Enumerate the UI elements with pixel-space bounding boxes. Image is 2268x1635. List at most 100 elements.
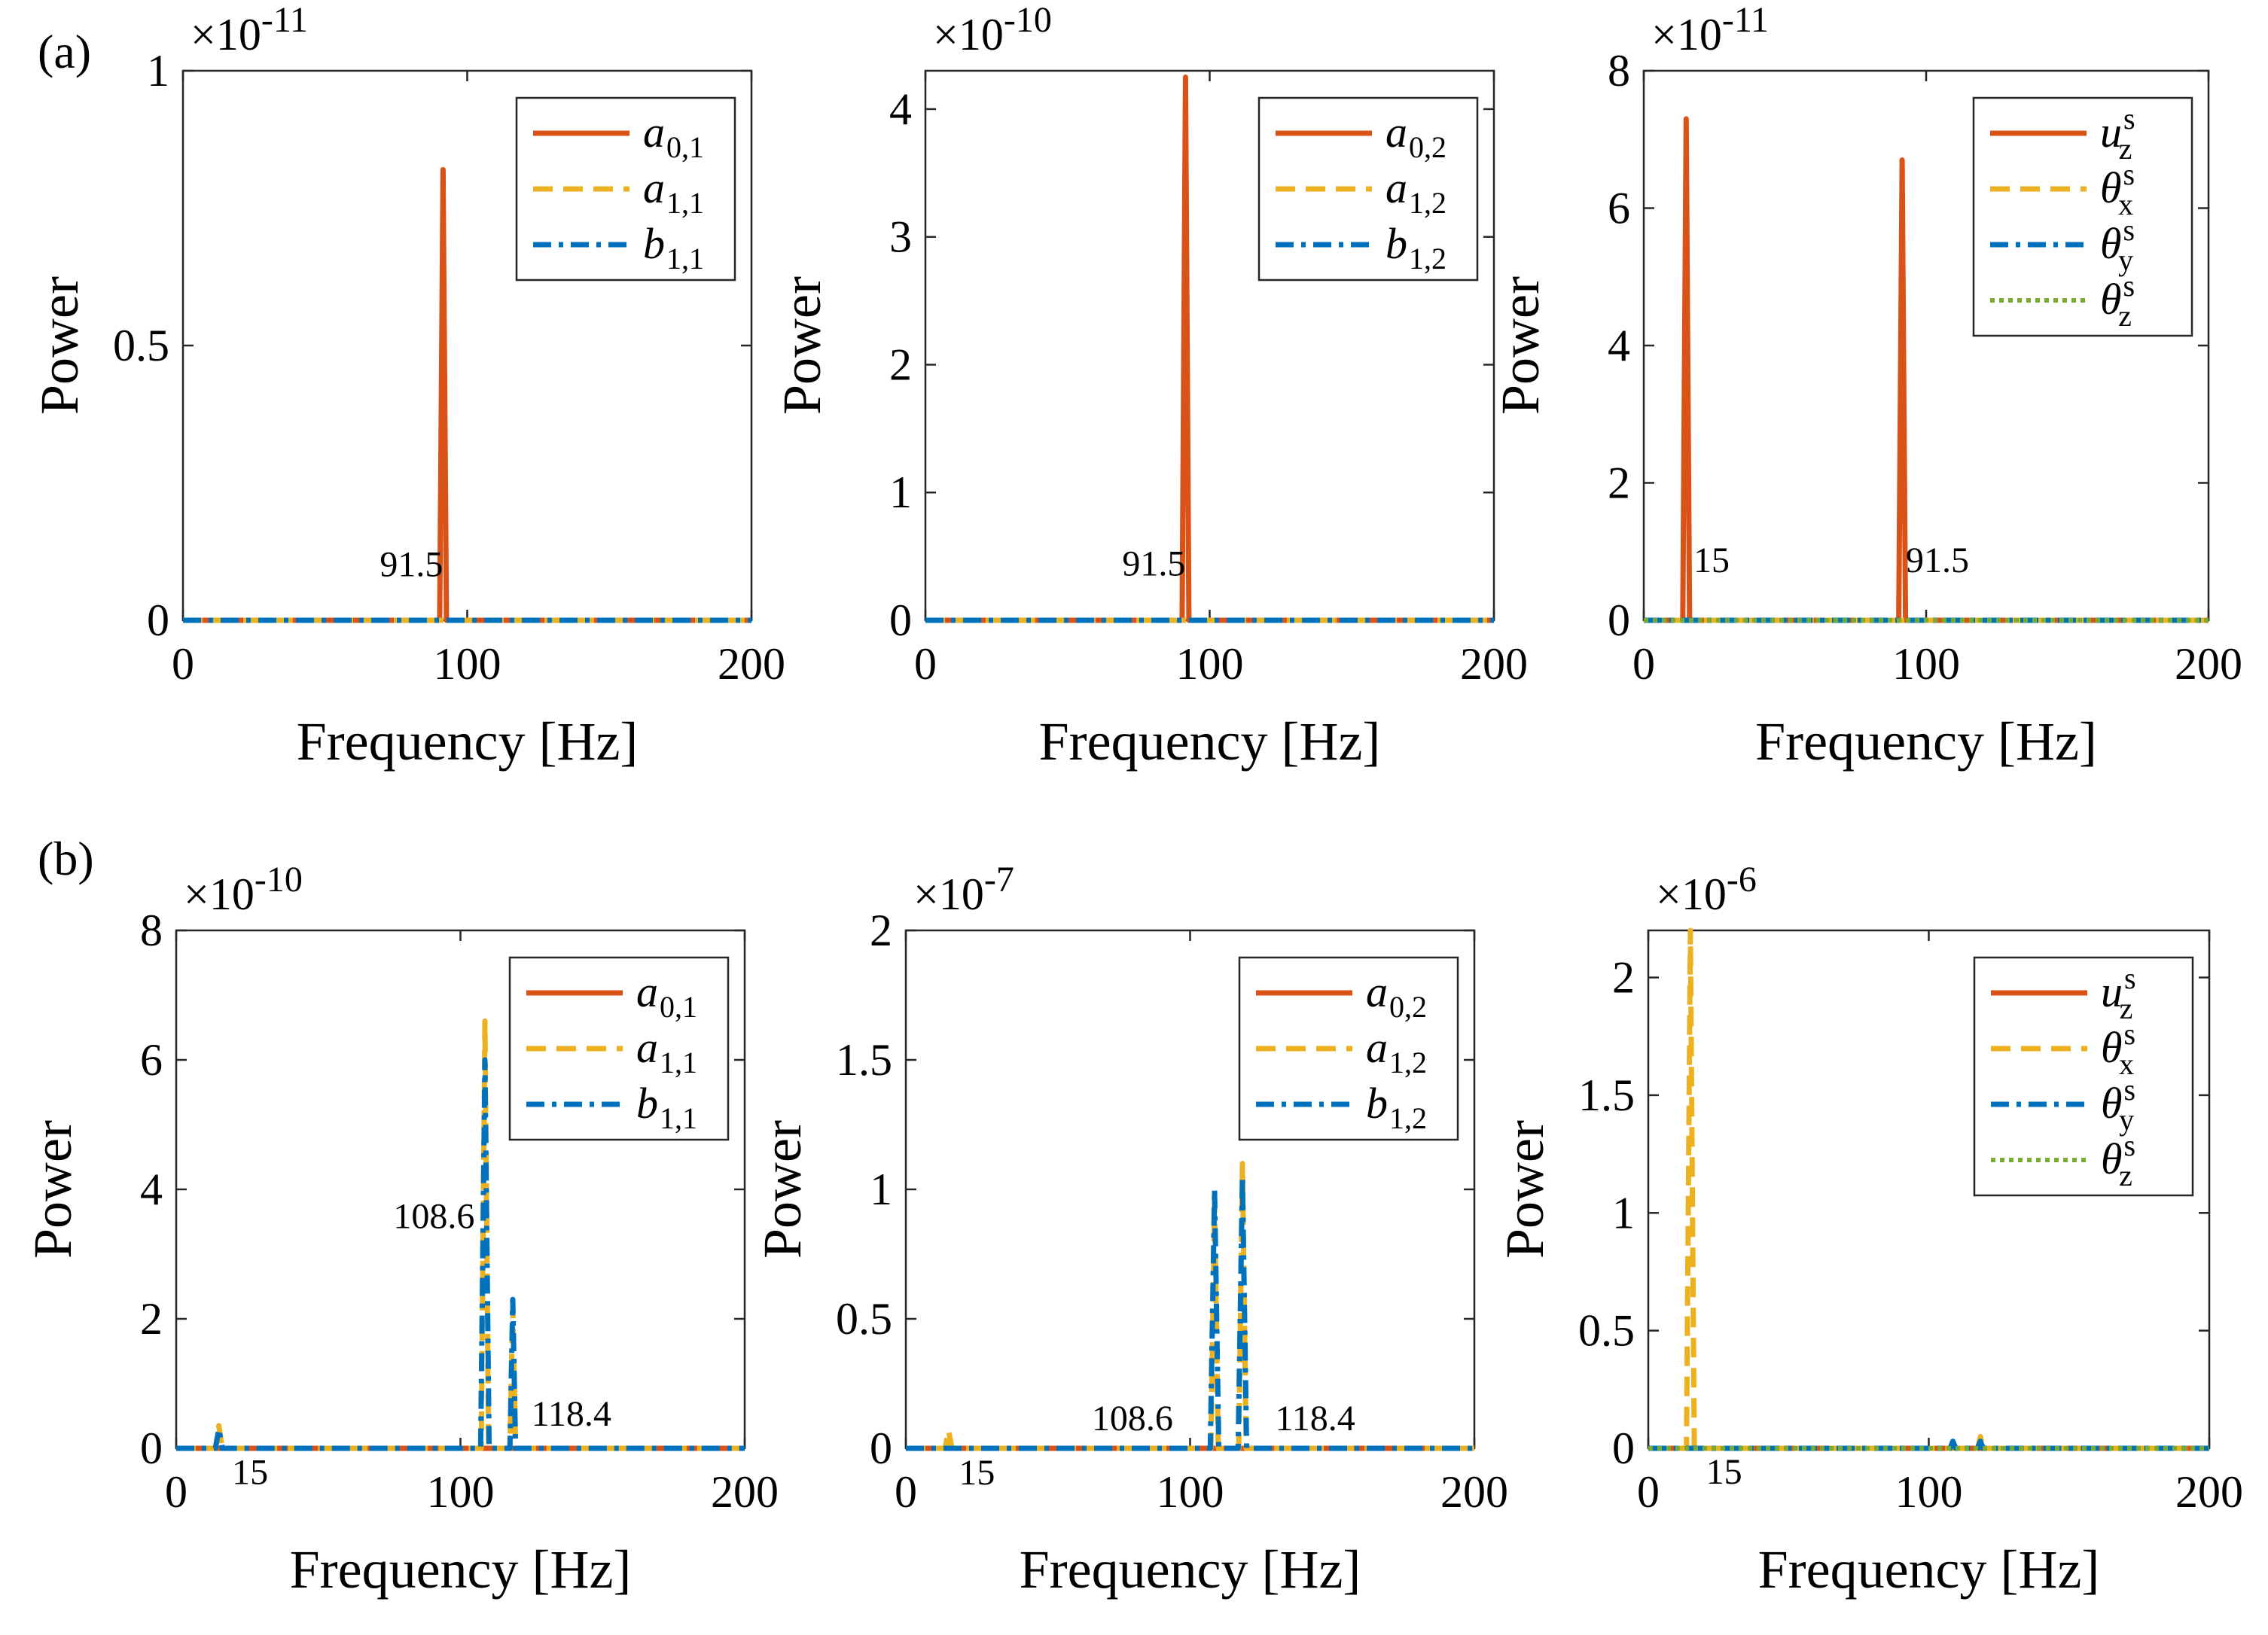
series-layer: [176, 1018, 745, 1451]
legend: a0,1a1,1b1,1: [508, 956, 730, 1141]
x-tick-label: 200: [2175, 1467, 2243, 1517]
legend-label-1: θs x: [2101, 1017, 2135, 1081]
legend-symbol: θ: [2100, 163, 2122, 212]
y-tick-label: 3: [889, 212, 912, 262]
legend-subscript: 0,2: [1409, 130, 1446, 164]
x-axis-label: Frequency [Hz]: [290, 1539, 632, 1600]
legend-superscript: s: [2123, 269, 2135, 303]
legend-subscript: 1,1: [660, 1046, 697, 1079]
y-tick-label: 6: [140, 1035, 163, 1085]
legend-subscript: 1,2: [1389, 1046, 1427, 1079]
y-tick-label: 1: [870, 1165, 892, 1214]
x-axis-label: Frequency [Hz]: [1755, 711, 2097, 772]
y-tick-label: 6: [1608, 184, 1630, 233]
legend-superscript: s: [2123, 157, 2135, 191]
x-tick-label: 0: [1632, 639, 1655, 689]
series-layer: [925, 75, 1494, 623]
legend-subscript: 0,1: [666, 130, 704, 164]
y-tick-label: 0: [1612, 1423, 1635, 1473]
legend-symbol: a: [1366, 967, 1388, 1016]
y-axis-label: Power: [1495, 1120, 1555, 1259]
legend-symbol: a: [636, 1023, 658, 1072]
y-tick-label: 0: [870, 1423, 892, 1473]
legend-symbol: u: [2101, 967, 2123, 1016]
axis-multiplier: ×10-10: [933, 0, 1052, 59]
x-tick-label: 100: [434, 639, 501, 689]
legend-subscript: z: [2120, 991, 2133, 1025]
peak-annotation: 108.6: [393, 1197, 474, 1237]
legend-superscript: s: [2124, 1017, 2136, 1051]
legend-label-0: a0,2: [1366, 967, 1427, 1024]
multiplier-base: ×10: [1656, 869, 1727, 919]
x-tick-label: 0: [895, 1467, 917, 1517]
panel-label-a: (a): [38, 25, 91, 78]
legend-subscript: 1,2: [1409, 186, 1446, 220]
y-tick-label: 2: [889, 339, 912, 389]
y-tick-label: 1.5: [1578, 1070, 1635, 1120]
multiplier-base: ×10: [191, 10, 261, 59]
x-tick-label: 100: [1895, 1467, 1963, 1517]
legend-label-3: θs z: [2101, 1128, 2135, 1192]
legend-label-3: θs z: [2100, 269, 2135, 333]
y-axis-label: Power: [23, 1120, 83, 1259]
legend-box: [1972, 96, 2193, 337]
x-tick-label: 100: [1157, 1467, 1224, 1517]
x-tick-label: 200: [718, 639, 785, 689]
multiplier-base: ×10: [933, 10, 1004, 59]
legend-symbol: θ: [2101, 1134, 2123, 1183]
legend-symbol: u: [2100, 108, 2122, 157]
y-tick-label: 0: [140, 1423, 163, 1473]
x-tick-label: 0: [165, 1467, 187, 1517]
legend-subscript: x: [2118, 187, 2133, 221]
y-tick-label: 0.5: [1578, 1306, 1635, 1356]
legend-label-2: b1,1: [643, 219, 704, 276]
y-tick-label: 0: [889, 595, 912, 645]
legend-symbol: θ: [2101, 1079, 2123, 1128]
axis-multiplier: ×10-11: [191, 0, 308, 59]
legend-label-0: us z: [2100, 102, 2135, 166]
legend-symbol: b: [1385, 219, 1407, 268]
chart-b-2: 0 100 200 0 0.5 1 1.5 2 Frequency [Hz] Power ×10-7…: [752, 860, 1508, 1600]
legend-label-2: b1,1: [636, 1079, 697, 1135]
legend-box: [1973, 956, 2194, 1197]
x-tick-label: 100: [1892, 639, 1960, 689]
legend: a0,2a1,2b1,2: [1238, 956, 1459, 1141]
x-tick-label: 200: [2175, 639, 2242, 689]
series-line-0: [1644, 116, 2209, 623]
legend-subscript: x: [2119, 1047, 2134, 1081]
legend-superscript: s: [2124, 1128, 2136, 1162]
legend-symbol: a: [1385, 108, 1407, 157]
peak-annotation: 91.5: [1906, 540, 1969, 580]
legend-label-1: a1,2: [1385, 163, 1446, 220]
multiplier-exponent: -7: [984, 860, 1014, 900]
y-axis-label: Power: [1490, 276, 1550, 415]
peak-annotation: 118.4: [532, 1394, 611, 1434]
x-tick-label: 200: [1440, 1467, 1508, 1517]
legend: us zθs xθs yθs z: [1972, 96, 2193, 337]
legend-label-1: a1,1: [643, 163, 704, 220]
legend-symbol: a: [643, 163, 665, 212]
legend-subscript: 1,2: [1389, 1101, 1427, 1135]
legend-subscript: y: [2118, 243, 2133, 277]
series-layer: [906, 1161, 1474, 1451]
x-tick-label: 0: [1637, 1467, 1660, 1517]
series-layer: [1644, 116, 2209, 623]
legend-symbol: b: [643, 219, 665, 268]
axis-multiplier: ×10-6: [1656, 860, 1757, 919]
legend-superscript: s: [2124, 1073, 2136, 1107]
legend-subscript: z: [2118, 299, 2132, 333]
peak-annotation: 15: [1706, 1452, 1742, 1492]
peak-annotation: 91.5: [380, 545, 443, 585]
legend: a0,2a1,2b1,2: [1257, 96, 1479, 282]
x-tick-label: 200: [711, 1467, 779, 1517]
axis-multiplier: ×10-11: [1651, 0, 1769, 59]
multiplier-base: ×10: [1651, 10, 1722, 59]
x-axis-label: Frequency [Hz]: [1758, 1539, 2100, 1600]
legend-symbol: θ: [2101, 1023, 2123, 1072]
series-line-2: [906, 1174, 1474, 1451]
peak-annotation: 15: [232, 1452, 268, 1492]
legend-subscript: 1,1: [660, 1101, 697, 1135]
legend-label-1: a1,2: [1366, 1023, 1427, 1079]
